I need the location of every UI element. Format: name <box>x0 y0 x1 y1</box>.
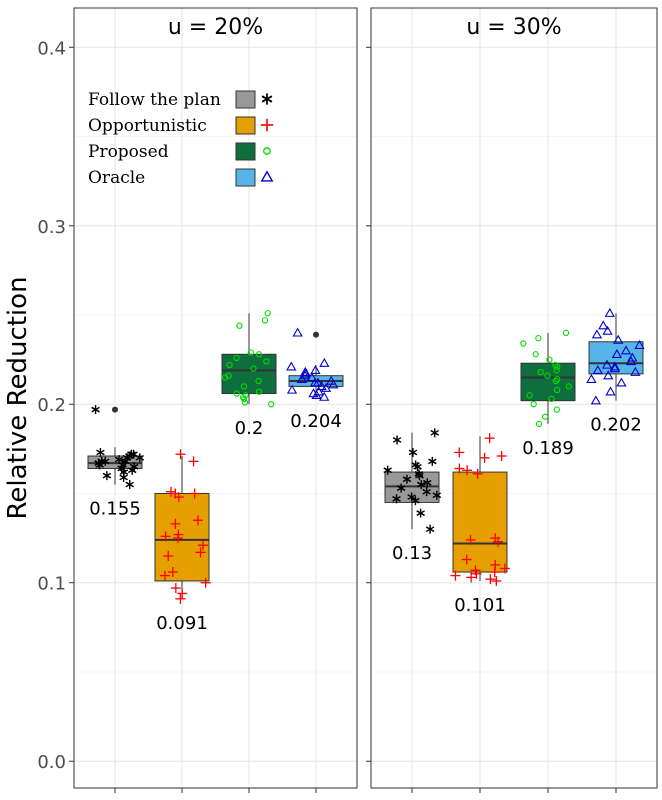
data-label: 0.155 <box>89 499 141 520</box>
data-point <box>311 366 319 373</box>
data-point <box>262 318 267 323</box>
legend-label: Proposed <box>88 142 169 162</box>
legend-key-swatch <box>236 143 255 160</box>
legend-entry: Opportunistic <box>88 116 273 136</box>
data-label: 0.101 <box>454 595 506 616</box>
data-point <box>171 583 181 593</box>
data-point <box>491 576 501 586</box>
boxplot-oracle: 0.202 <box>587 309 643 436</box>
data-label: 0.2 <box>235 418 264 439</box>
data-point <box>592 396 600 403</box>
boxplot-opportunistic: 0.091 <box>155 449 211 634</box>
data-point <box>454 447 464 457</box>
data-point <box>189 456 199 466</box>
boxplot-proposed: 0.2 <box>222 311 276 440</box>
data-point <box>417 509 425 518</box>
y-tick-label: 0.4 <box>37 38 66 59</box>
legend-key-marker <box>262 172 273 181</box>
data-point <box>103 471 111 480</box>
boxplot-follow-the-plan: 0.13 <box>384 428 441 564</box>
data-point <box>606 388 614 395</box>
legend-key-swatch <box>236 91 255 108</box>
data-label: 0.202 <box>590 415 642 436</box>
data-point <box>293 329 301 336</box>
data-point <box>177 588 187 598</box>
data-point <box>554 407 559 412</box>
data-point <box>287 363 295 370</box>
chart-figure: Relative Reduction 0.0 0.1 0.2 0.3 0.4 u = 20%… <box>0 0 662 800</box>
data-label: 0.13 <box>392 543 432 564</box>
data-point <box>563 330 568 335</box>
data-point <box>431 428 439 437</box>
facet-panel-2: u = 30% 0.13 0.101 0.189 0.202 <box>366 8 657 793</box>
data-point <box>617 379 625 386</box>
y-tick-label: 0.3 <box>37 217 66 238</box>
y-tick-label: 0.2 <box>37 395 66 416</box>
outlier-point <box>112 407 118 413</box>
data-label: 0.091 <box>156 613 208 634</box>
legend-key-marker <box>264 148 271 155</box>
y-tick-label: 0.0 <box>37 752 66 773</box>
legend-label: Opportunistic <box>88 116 207 136</box>
outlier-point <box>313 332 319 338</box>
data-point <box>587 375 595 382</box>
legend-key-marker <box>261 119 274 132</box>
data-label: 0.204 <box>290 411 342 432</box>
legend-entry: Follow the plan <box>88 90 272 110</box>
legend: Follow the plan Opportunistic Proposed Orac… <box>88 90 273 188</box>
data-point <box>593 330 601 337</box>
data-point <box>92 405 100 414</box>
data-point <box>536 336 541 341</box>
data-point <box>480 453 490 463</box>
data-label: 0.189 <box>522 438 574 459</box>
facet-title: u = 30% <box>466 15 561 40</box>
facet-title: u = 20% <box>168 15 263 40</box>
boxplot-follow-the-plan: 0.155 <box>88 405 144 519</box>
data-point <box>320 359 328 366</box>
legend-entry: Proposed <box>88 142 270 162</box>
box-iqr <box>453 472 507 572</box>
data-point <box>126 480 134 489</box>
legend-entry: Oracle <box>88 168 272 188</box>
y-axis-title: Relative Reduction <box>3 276 33 519</box>
data-point <box>320 393 328 400</box>
data-point <box>521 341 526 346</box>
data-point <box>175 594 185 604</box>
y-tick-label: 0.1 <box>37 574 66 595</box>
legend-key-swatch <box>236 117 255 134</box>
panel-border <box>371 8 657 788</box>
data-point <box>176 449 186 459</box>
boxplot-proposed: 0.189 <box>521 330 575 459</box>
box-iqr <box>521 363 575 400</box>
data-point <box>426 525 434 534</box>
legend-label: Follow the plan <box>88 90 221 110</box>
data-point <box>393 435 401 444</box>
data-point <box>599 322 607 329</box>
data-point <box>603 327 611 334</box>
data-point <box>536 421 541 426</box>
data-point <box>409 448 417 457</box>
data-point <box>428 457 436 466</box>
data-point <box>497 451 507 461</box>
legend-label: Oracle <box>88 168 145 188</box>
data-point <box>543 414 548 419</box>
data-point <box>485 433 495 443</box>
box-iqr <box>155 493 209 580</box>
boxplot-oracle: 0.204 <box>287 329 343 432</box>
data-point <box>533 352 538 357</box>
legend-key-marker <box>262 93 272 104</box>
data-point <box>412 460 420 469</box>
data-point <box>237 323 242 328</box>
legend-key-swatch <box>236 169 255 186</box>
